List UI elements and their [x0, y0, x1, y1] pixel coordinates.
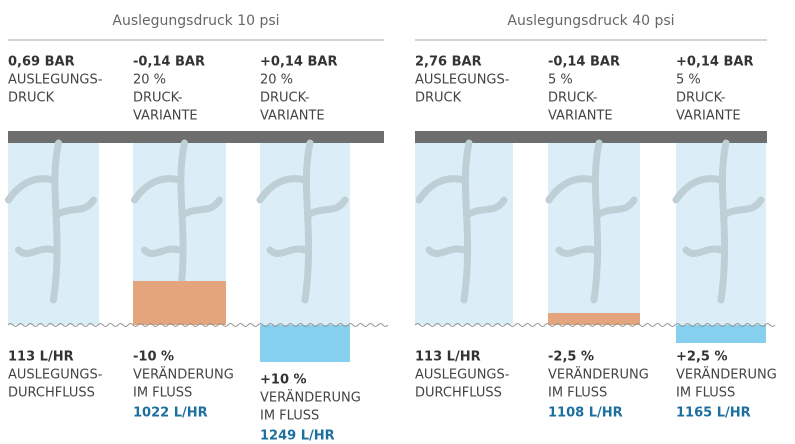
- footer-text: AUSLEGUNGS-: [8, 368, 103, 383]
- flow-change: [548, 313, 640, 325]
- footer-text: 1165 L/HR: [676, 406, 751, 421]
- header-text: -0,14 BAR: [133, 55, 205, 70]
- footer-text: VERÄNDERUNG: [548, 367, 649, 383]
- footer-text: 1108 L/HR: [548, 406, 623, 421]
- footer-text: VERÄNDERUNG: [133, 367, 234, 383]
- footer-text: IM FLUSS: [548, 386, 607, 401]
- footer-text: 1022 L/HR: [133, 406, 208, 421]
- header-text: 2,76 BAR: [415, 55, 482, 70]
- panel-title: Auslegungsdruck 10 psi: [112, 13, 279, 29]
- header-text: DRUCK-: [133, 91, 183, 106]
- header-text: DRUCK-: [260, 91, 310, 106]
- header-text: DRUCK: [415, 91, 462, 106]
- header-text: VARIANTE: [676, 109, 741, 124]
- footer-text: IM FLUSS: [133, 386, 192, 401]
- footer-text: DURCHFLUSS: [8, 386, 95, 401]
- footer-text: VERÄNDERUNG: [260, 390, 361, 406]
- header-text: DRUCK-: [548, 91, 598, 106]
- header-text: DRUCK: [8, 91, 55, 106]
- flow-change: [133, 281, 226, 325]
- flow-change: [676, 325, 766, 343]
- header-text: 20 %: [133, 73, 166, 88]
- infographic: Auslegungsdruck 10 psi 0,69 BAR AUSLEGUNGS…: [0, 0, 795, 444]
- header-text: VARIANTE: [548, 109, 613, 124]
- header-text: AUSLEGUNGS-: [415, 73, 510, 88]
- header-text: 5 %: [548, 73, 573, 88]
- header-text: 20 %: [260, 73, 293, 88]
- pipe: [8, 131, 384, 143]
- footer-text: -10 %: [133, 350, 174, 365]
- footer-text: +2,5 %: [676, 350, 727, 365]
- header-text: 0,69 BAR: [8, 55, 75, 70]
- footer-text: 113 L/HR: [415, 350, 481, 365]
- header-text: AUSLEGUNGS-: [8, 73, 103, 88]
- panel-title: Auslegungsdruck 40 psi: [507, 13, 674, 29]
- header-text: VARIANTE: [260, 109, 325, 124]
- footer-text: +10 %: [260, 373, 307, 388]
- header-text: VARIANTE: [133, 109, 198, 124]
- footer-text: VERÄNDERUNG: [676, 367, 777, 383]
- footer-text: 1249 L/HR: [260, 429, 335, 444]
- footer-text: 113 L/HR: [8, 350, 74, 365]
- header-text: 5 %: [676, 73, 701, 88]
- footer-text: AUSLEGUNGS-: [415, 368, 510, 383]
- footer-text: IM FLUSS: [676, 386, 735, 401]
- footer-text: DURCHFLUSS: [415, 386, 502, 401]
- header-text: +0,14 BAR: [676, 55, 753, 70]
- footer-text: -2,5 %: [548, 350, 594, 365]
- flow-change: [260, 325, 350, 362]
- header-text: DRUCK-: [676, 91, 726, 106]
- header-text: -0,14 BAR: [548, 55, 620, 70]
- header-text: +0,14 BAR: [260, 55, 337, 70]
- footer-text: IM FLUSS: [260, 409, 319, 424]
